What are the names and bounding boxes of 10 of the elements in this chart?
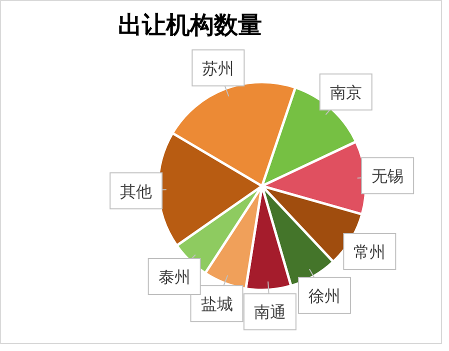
slice-label: 南京 xyxy=(330,82,362,102)
slice-label: 其他 xyxy=(120,182,152,201)
chart-title: 出让机构数量 xyxy=(118,10,262,39)
slice-label: 泰州 xyxy=(158,268,190,287)
slice-label: 徐州 xyxy=(308,286,340,306)
slice-label: 常州 xyxy=(354,242,386,262)
slice-label: 无锡 xyxy=(372,166,404,186)
slice-label: 盐城 xyxy=(200,294,233,314)
slice-label: 苏州 xyxy=(202,58,234,78)
slice-label: 南通 xyxy=(254,302,286,322)
